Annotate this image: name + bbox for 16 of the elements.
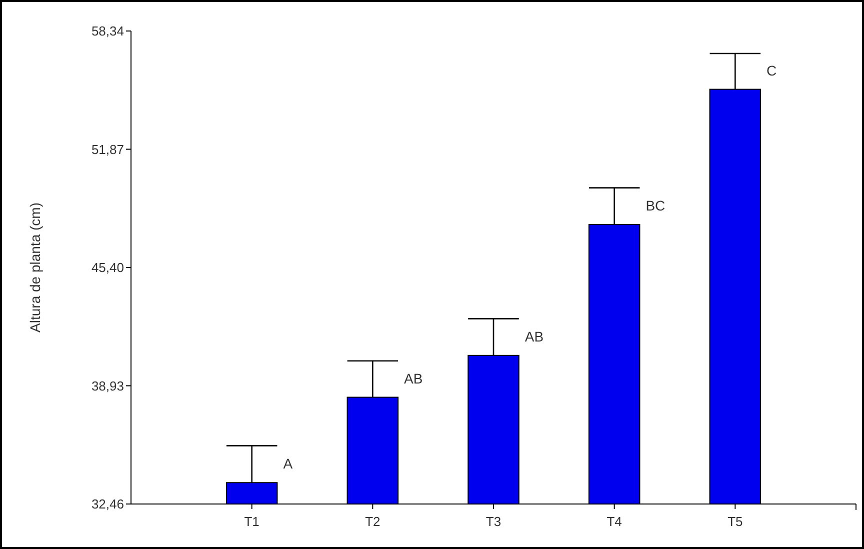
x-tick-label: T2 bbox=[365, 514, 380, 529]
x-tick-label: T1 bbox=[244, 514, 260, 529]
y-tick-label: 32,46 bbox=[91, 496, 124, 512]
x-tick-label: T4 bbox=[606, 514, 622, 529]
annotation: A bbox=[283, 456, 294, 472]
y-tick-label: 51,87 bbox=[91, 142, 124, 157]
y-tick-label: 45,40 bbox=[91, 260, 124, 276]
y-tick-label: 38,93 bbox=[91, 378, 124, 394]
y-axis-title: Altura de planta (cm) bbox=[27, 202, 43, 332]
annotation: AB bbox=[524, 328, 544, 344]
annotation: C bbox=[766, 62, 777, 78]
annotation: AB bbox=[404, 370, 423, 386]
annotation: BC bbox=[646, 198, 666, 214]
y-tick-label: 58,34 bbox=[91, 24, 124, 39]
x-tick-label: T3 bbox=[486, 514, 502, 529]
x-tick-label: T5 bbox=[728, 514, 743, 529]
